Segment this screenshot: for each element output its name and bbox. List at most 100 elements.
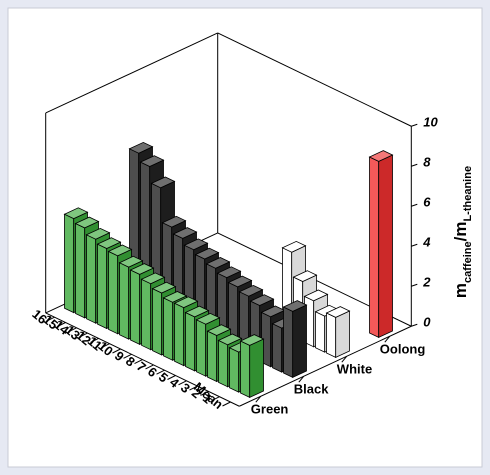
axis-line	[217, 32, 412, 127]
bar-top	[63, 207, 89, 220]
category-tick	[145, 364, 154, 370]
bar-top	[238, 284, 264, 297]
bar-face	[229, 347, 240, 393]
category-tick	[46, 316, 55, 322]
bar-face	[185, 311, 196, 372]
bar-face	[97, 243, 108, 330]
bar-face	[378, 154, 393, 339]
bar	[368, 150, 394, 339]
bar-face	[272, 323, 283, 373]
bar-top	[140, 272, 166, 285]
series-label: White	[337, 362, 372, 377]
category-tick	[123, 353, 132, 359]
bar-face	[130, 269, 141, 346]
bar-face	[152, 287, 163, 356]
bar-face	[249, 338, 264, 399]
category-tick	[178, 380, 187, 386]
bar-face	[326, 312, 337, 359]
z-tick-label: 6	[423, 195, 431, 210]
series-label: Oolong	[380, 342, 426, 357]
bar-top	[368, 150, 394, 162]
bar-top	[107, 244, 133, 257]
bar-top	[173, 296, 199, 309]
bar-face	[292, 304, 307, 379]
bar-top	[282, 300, 308, 312]
bar-face	[163, 297, 174, 361]
category-tick	[79, 332, 88, 338]
category-tick	[156, 369, 165, 375]
category-tick	[57, 322, 66, 327]
bar-top	[227, 275, 253, 288]
z-label-part: /m	[451, 222, 470, 242]
category-tick	[211, 396, 220, 402]
bar-face	[369, 156, 380, 339]
bar-face	[218, 339, 229, 388]
bar-top	[260, 305, 286, 318]
category-tick	[90, 337, 99, 343]
series-tick	[384, 335, 391, 343]
bar-top	[129, 263, 155, 275]
bar-top	[162, 291, 188, 303]
bar-face	[119, 262, 130, 340]
bar-face	[75, 222, 86, 319]
bar-top	[239, 334, 265, 346]
bar-top	[205, 257, 231, 269]
category-tick	[200, 390, 209, 396]
bar-top	[85, 227, 111, 240]
z-tick-label: 10	[423, 115, 438, 130]
bar-top	[184, 305, 210, 318]
z-tick	[411, 203, 418, 207]
bar-face	[86, 234, 97, 324]
category-tick	[189, 385, 198, 391]
bar-top	[217, 333, 243, 346]
bar-face	[196, 319, 207, 377]
bar-top	[151, 281, 177, 294]
bar-top	[325, 306, 351, 318]
bar-face	[207, 330, 218, 383]
z-label-part: caffeine	[462, 241, 474, 283]
bar-top	[96, 237, 122, 249]
axis-line	[45, 32, 218, 114]
series-tick	[298, 375, 305, 383]
z-tick	[411, 243, 418, 247]
bar-face	[240, 340, 251, 399]
axis-line	[45, 312, 240, 407]
bar-top	[118, 255, 144, 268]
z-tick-label: 8	[423, 155, 431, 170]
bar-top	[74, 216, 100, 229]
z-tick-label: 4	[422, 235, 431, 250]
series-tick	[255, 395, 262, 403]
bar-top	[128, 141, 154, 154]
bar	[282, 300, 308, 379]
z-tick	[411, 123, 418, 127]
category-tick	[167, 375, 176, 380]
bar-top	[139, 155, 165, 167]
bar-top	[292, 270, 318, 282]
bar-top	[249, 294, 275, 306]
z-label-part: m	[451, 283, 470, 298]
bar	[325, 306, 351, 359]
bar-face	[64, 213, 75, 314]
bar-top	[161, 215, 187, 228]
bar-face	[315, 311, 326, 353]
bar	[239, 334, 265, 399]
bar-top	[281, 240, 307, 253]
series-label: Black	[294, 382, 329, 397]
bar-top	[172, 227, 198, 239]
series-tick	[341, 355, 348, 363]
bar-top	[216, 266, 242, 279]
bar-top	[206, 324, 232, 336]
z-axis-label: mcaffeine/mL-theanine	[451, 166, 473, 298]
z-tick-label: 0	[423, 315, 431, 330]
bar-face	[174, 302, 185, 367]
bars	[63, 141, 394, 399]
z-tick	[411, 323, 418, 327]
bar-top	[194, 247, 220, 260]
bar-face	[283, 306, 294, 379]
axis-line	[239, 325, 412, 407]
bar-top	[303, 289, 329, 302]
category-tick	[68, 327, 77, 333]
category-tick	[112, 348, 121, 354]
